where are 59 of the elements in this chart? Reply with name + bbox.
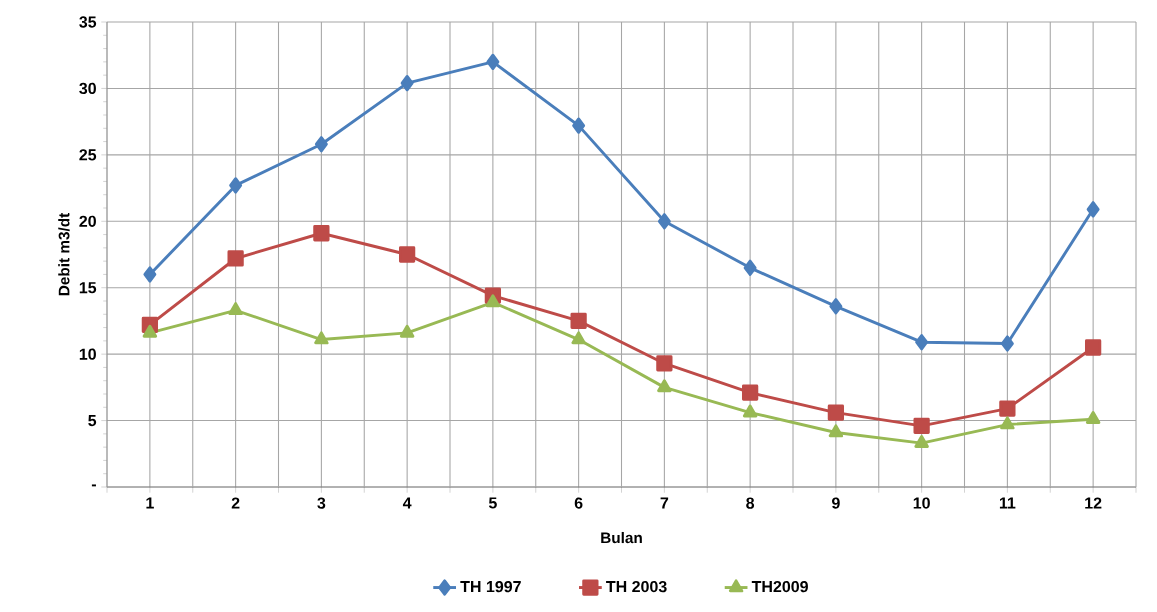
y-tick-label: 25 — [79, 149, 97, 161]
point — [914, 435, 929, 448]
point — [828, 424, 844, 438]
y-tick-label: 30 — [79, 82, 96, 95]
point — [743, 259, 757, 276]
legend-label: TH 1997 — [460, 580, 521, 593]
point — [572, 117, 586, 134]
x-tick-label: 9 — [831, 497, 840, 509]
point — [913, 417, 930, 435]
x-tick-label: 6 — [574, 497, 583, 509]
point — [143, 266, 157, 283]
y-tick-label: 15 — [79, 282, 97, 294]
point — [829, 298, 843, 315]
point — [314, 331, 329, 345]
point — [570, 312, 587, 330]
y-tick-label: 35 — [79, 16, 97, 28]
legend-label: TH 2003 — [606, 580, 667, 593]
point — [142, 324, 158, 338]
point — [657, 379, 672, 393]
point — [1085, 411, 1101, 425]
legend-label: TH2009 — [751, 580, 808, 593]
x-tick-label: 1 — [146, 497, 154, 509]
x-tick-label: 4 — [402, 497, 412, 509]
x-tick-label: 11 — [999, 497, 1016, 509]
point — [742, 404, 758, 418]
point — [485, 294, 501, 308]
point — [656, 355, 673, 372]
x-tick-label: 7 — [660, 497, 669, 509]
point — [741, 384, 759, 401]
y-tick-label: 20 — [79, 215, 96, 227]
x-tick-label: 5 — [488, 497, 497, 509]
y-tick-label: 10 — [79, 348, 96, 360]
y-tick-label: - — [91, 484, 96, 487]
x-axis-title: Bulan — [601, 531, 642, 544]
y-tick-label: 5 — [88, 415, 97, 427]
point — [398, 246, 416, 263]
point — [227, 250, 244, 267]
x-tick-label: 12 — [1085, 497, 1102, 509]
point — [1000, 416, 1015, 430]
point — [314, 136, 328, 153]
point — [399, 324, 415, 338]
point — [1000, 335, 1014, 352]
point — [400, 74, 414, 92]
point — [486, 53, 500, 70]
point — [229, 177, 243, 194]
x-tick-label: 3 — [317, 497, 326, 509]
point — [228, 302, 243, 316]
x-tick-label: 8 — [746, 497, 755, 509]
point — [915, 334, 929, 351]
point — [1084, 339, 1102, 356]
y-axis-title: Debit m3/dt — [58, 212, 70, 296]
point — [1086, 201, 1100, 218]
point — [999, 400, 1016, 417]
point — [657, 213, 671, 230]
point — [571, 331, 586, 345]
x-tick-label: 2 — [231, 497, 240, 509]
x-tick-label: 10 — [913, 497, 930, 509]
point — [313, 225, 330, 242]
point — [827, 404, 845, 421]
